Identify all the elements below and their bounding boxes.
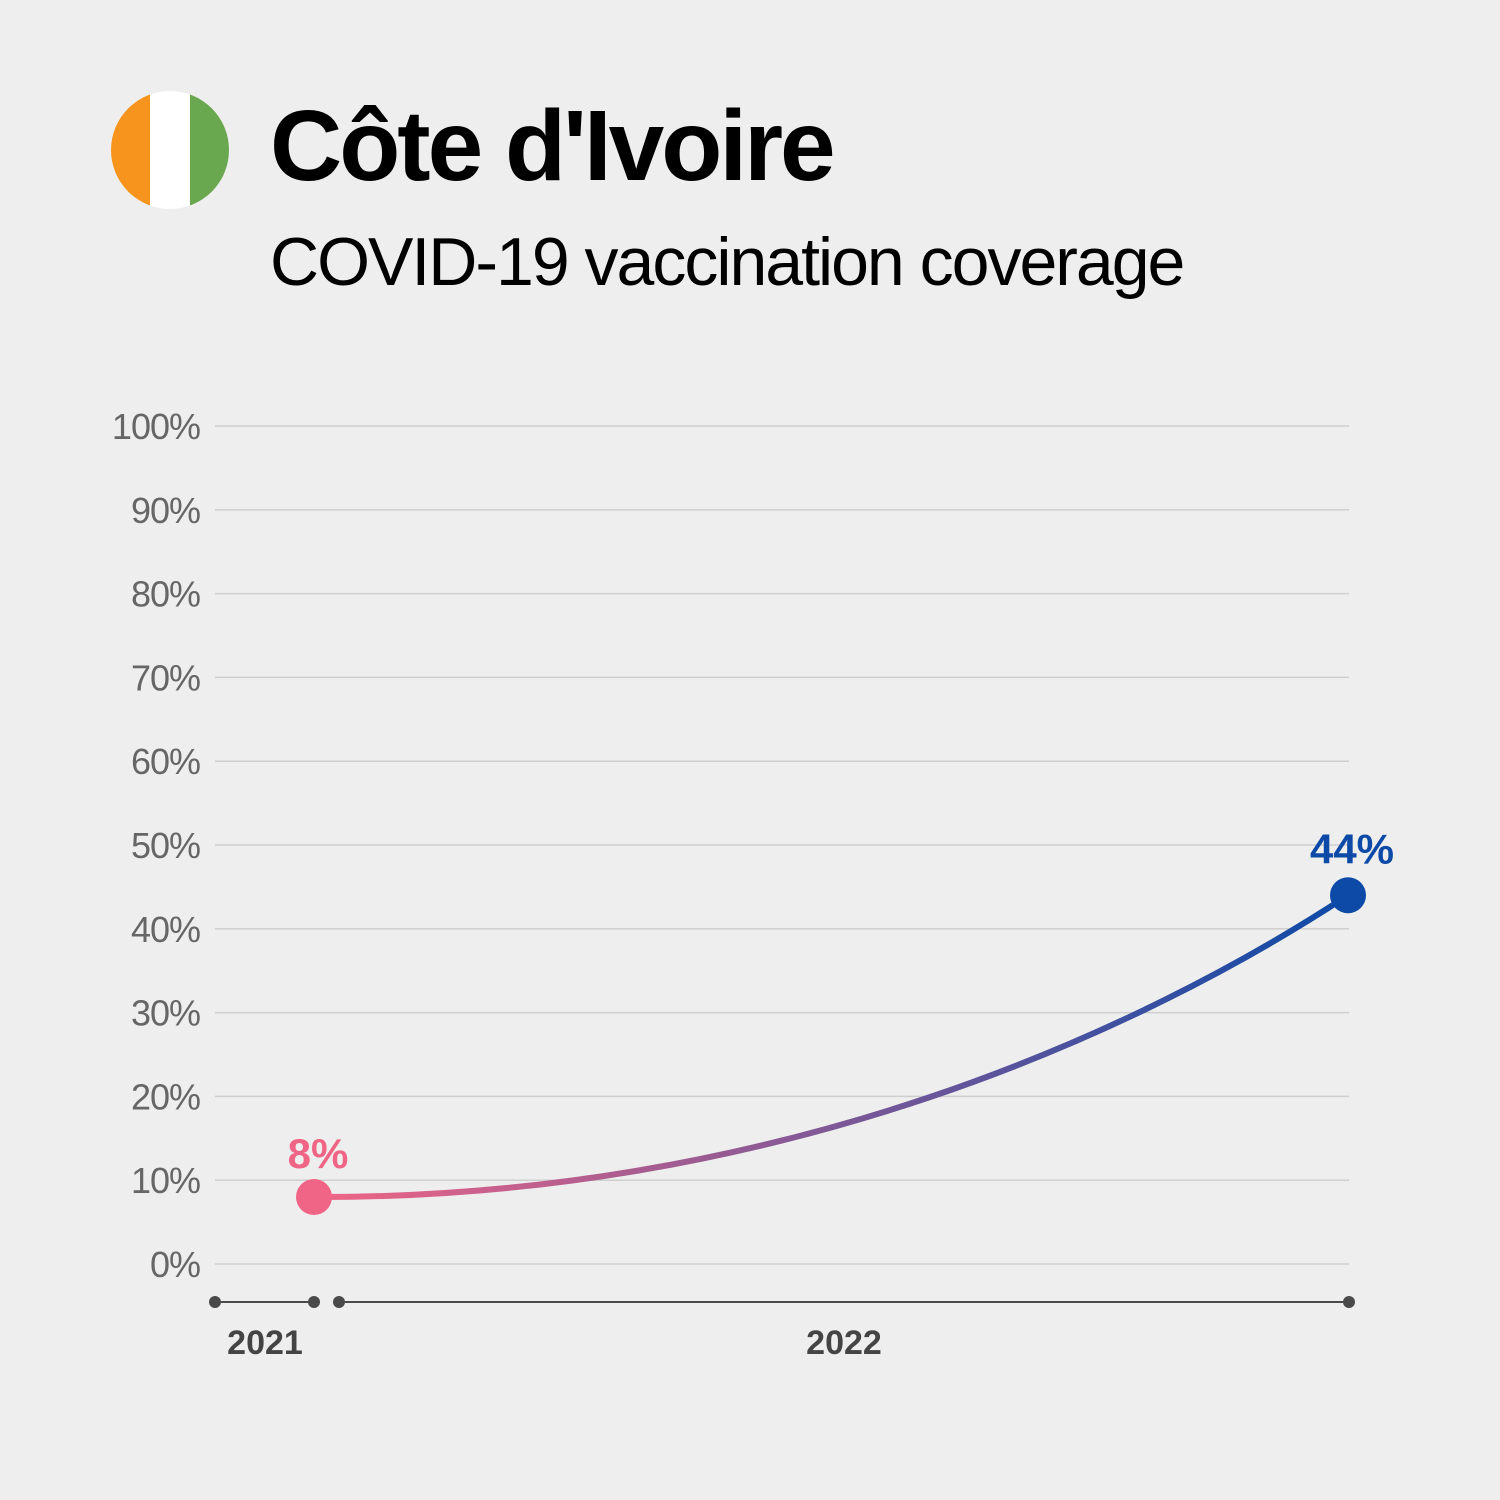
x-year-label: 2021 — [227, 1324, 303, 1362]
y-tick-label: 80% — [131, 574, 200, 615]
data-point-end — [1330, 877, 1366, 914]
y-tick-label: 40% — [131, 909, 200, 950]
y-tick-label: 90% — [131, 490, 200, 531]
page-subtitle: COVID-19 vaccination coverage — [270, 224, 1185, 300]
x-axis-dot — [209, 1296, 221, 1308]
page-title: Côte d'Ivoire — [270, 90, 836, 202]
y-tick-label: 50% — [131, 825, 200, 866]
x-axis-dot — [333, 1296, 345, 1308]
y-tick-label: 60% — [131, 741, 200, 782]
data-point-start — [296, 1178, 332, 1215]
y-tick-label: 100% — [112, 406, 200, 447]
x-axis-dot — [1343, 1296, 1355, 1308]
y-tick-label: 30% — [131, 993, 200, 1034]
data-label-start: 8% — [288, 1130, 349, 1177]
x-axis-dot — [308, 1296, 320, 1308]
y-tick-label: 10% — [131, 1160, 200, 1201]
data-label-end: 44% — [1310, 825, 1394, 872]
x-year-label: 2022 — [806, 1324, 882, 1362]
y-tick-label: 70% — [131, 657, 200, 698]
flag-stripe — [150, 91, 190, 209]
series-line — [311, 892, 1351, 1200]
y-tick-label: 0% — [150, 1244, 200, 1285]
y-tick-label: 20% — [131, 1076, 200, 1117]
flag-icon — [111, 91, 229, 209]
